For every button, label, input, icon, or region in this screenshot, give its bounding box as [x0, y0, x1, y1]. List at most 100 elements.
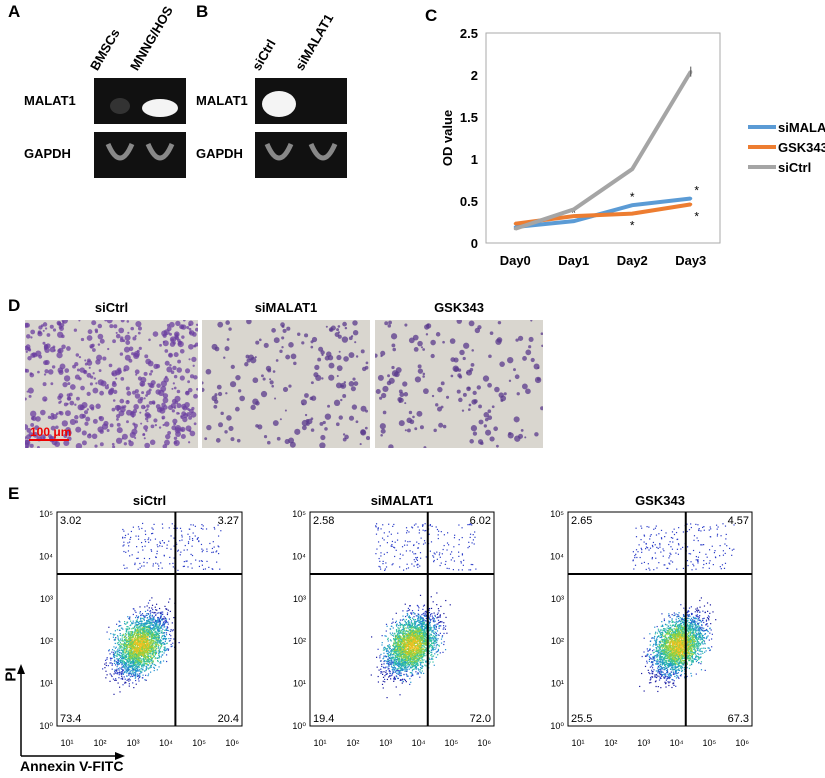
stained-cell	[25, 424, 29, 430]
event-dot	[415, 657, 417, 660]
event-dot	[149, 622, 152, 624]
event-dot	[111, 651, 113, 653]
event-dot	[155, 626, 158, 628]
event-dot	[213, 526, 215, 529]
event-dot	[146, 639, 148, 641]
stained-cell	[69, 400, 75, 406]
legend-label: GSK343	[778, 140, 825, 155]
stained-cell	[288, 384, 292, 388]
event-dot	[158, 618, 160, 621]
event-dot	[162, 638, 164, 641]
event-dot	[415, 663, 417, 665]
event-dot	[110, 657, 112, 660]
event-dot	[114, 670, 116, 673]
event-dot	[407, 636, 410, 638]
event-dot	[197, 537, 199, 539]
quadrant-percentage: 3.02	[60, 515, 81, 527]
event-dot	[139, 635, 141, 638]
event-dot	[216, 561, 218, 563]
stained-cell	[195, 327, 198, 332]
event-dot	[431, 655, 433, 657]
event-dot	[128, 637, 130, 639]
event-dot	[136, 642, 138, 644]
event-dot	[137, 568, 139, 570]
event-dot	[160, 656, 162, 658]
event-dot	[158, 626, 160, 628]
stained-cell	[115, 331, 118, 334]
event-dot	[408, 621, 410, 623]
event-dot	[138, 639, 140, 642]
event-dot	[381, 635, 383, 637]
event-dot	[155, 637, 157, 640]
event-dot	[397, 649, 399, 652]
stained-cell	[116, 427, 123, 434]
event-dot	[139, 657, 141, 659]
event-dot	[393, 633, 395, 635]
stained-cell	[387, 324, 392, 328]
event-dot	[125, 639, 127, 641]
event-dot	[165, 628, 167, 630]
stained-cell	[70, 384, 76, 390]
event-dot	[398, 650, 400, 652]
event-dot	[407, 633, 409, 636]
event-dot	[391, 674, 393, 676]
event-dot	[105, 664, 107, 667]
event-dot	[155, 648, 157, 651]
event-dot	[122, 669, 125, 671]
stained-cell	[85, 416, 91, 422]
stained-cell	[25, 344, 31, 350]
event-dot	[116, 669, 118, 672]
stained-cell	[430, 339, 436, 346]
event-dot	[132, 658, 134, 660]
event-dot	[128, 651, 130, 653]
event-dot	[143, 619, 145, 621]
stained-cell	[28, 394, 32, 398]
legend-label: siCtrl	[778, 160, 811, 175]
event-dot	[134, 644, 136, 646]
event-dot	[143, 651, 145, 654]
event-dot	[135, 659, 137, 661]
event-dot	[155, 643, 157, 645]
event-dot	[150, 640, 153, 642]
event-dot	[122, 640, 124, 642]
event-dot	[152, 626, 154, 629]
event-dot	[128, 666, 130, 668]
event-dot	[424, 627, 426, 629]
stained-cell	[254, 356, 257, 359]
event-dot	[125, 682, 127, 684]
event-dot	[382, 680, 384, 682]
event-dot	[156, 636, 158, 638]
event-dot	[111, 663, 114, 665]
y-tick-label: 0	[471, 236, 478, 251]
stained-cell	[260, 374, 264, 378]
event-dot	[151, 653, 154, 655]
event-dot	[409, 652, 411, 654]
event-dot	[151, 639, 153, 641]
stained-cell	[189, 374, 195, 379]
event-dot	[127, 654, 130, 656]
event-dot	[208, 566, 210, 568]
event-dot	[402, 633, 404, 635]
x-tick-label: 10⁴	[159, 738, 173, 748]
stained-cell	[143, 437, 146, 440]
event-dot	[123, 676, 125, 678]
event-dot	[166, 547, 168, 549]
event-dot	[393, 663, 395, 665]
stained-cell	[119, 352, 124, 356]
significance-mark: *	[571, 206, 576, 220]
event-dot	[147, 631, 149, 633]
event-dot	[413, 658, 415, 660]
stained-cell	[263, 435, 268, 439]
event-dot	[131, 665, 133, 667]
event-dot	[144, 636, 146, 638]
stained-cell	[239, 395, 245, 402]
event-dot	[152, 634, 154, 636]
event-dot	[211, 568, 213, 570]
event-dot	[123, 638, 126, 641]
event-dot	[158, 636, 160, 638]
stained-cell	[328, 374, 335, 381]
event-dot	[142, 656, 145, 658]
event-dot	[185, 560, 187, 562]
event-dot	[112, 633, 114, 635]
event-dot	[406, 614, 408, 617]
